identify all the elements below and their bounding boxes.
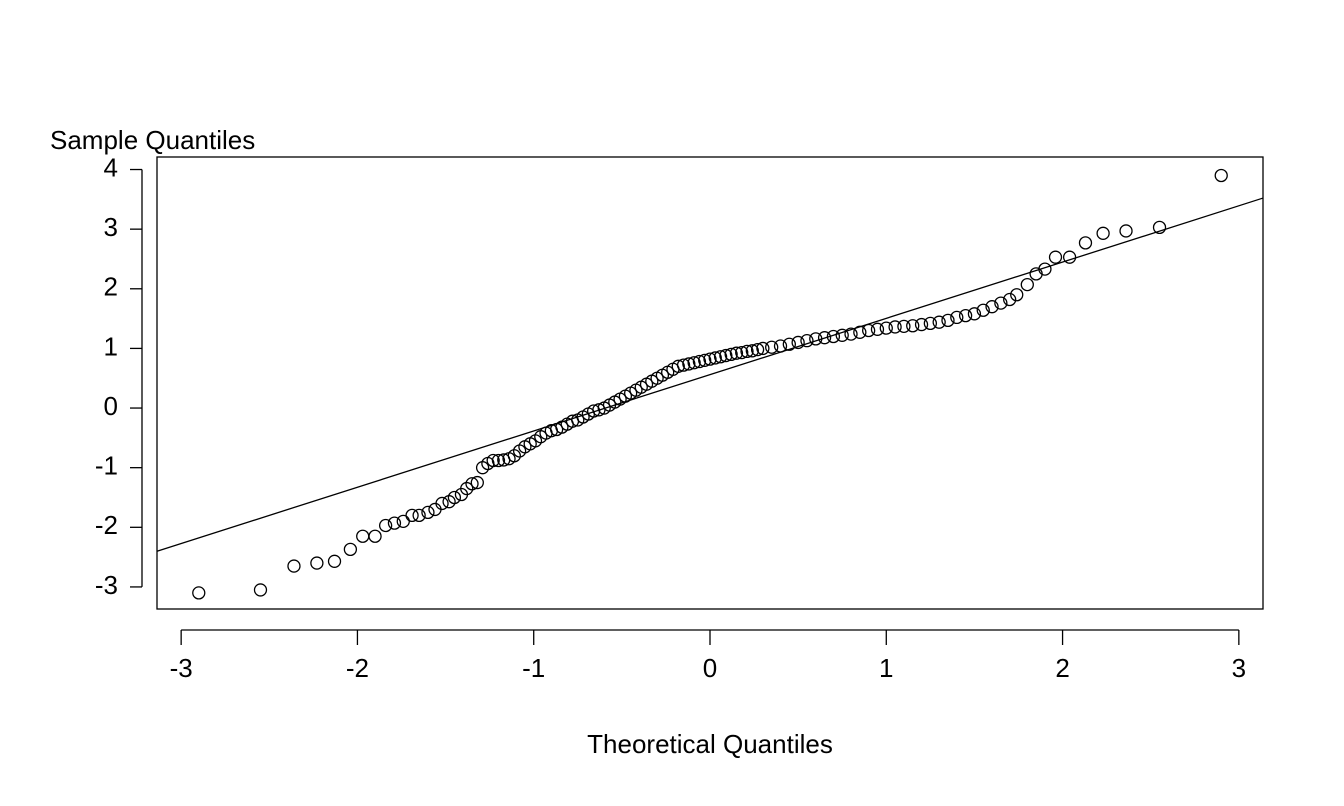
point — [932, 315, 946, 329]
point — [343, 542, 358, 557]
point — [782, 337, 796, 351]
point — [421, 505, 435, 520]
point — [378, 518, 393, 533]
point — [1214, 168, 1228, 183]
point — [941, 313, 955, 328]
point — [879, 321, 893, 335]
point — [1048, 250, 1063, 264]
x-tick-label: 1 — [879, 653, 893, 683]
point — [1152, 220, 1167, 235]
point — [447, 490, 462, 505]
x-axis-title: Theoretical Quantiles — [587, 729, 833, 759]
y-tick-label: 3 — [104, 212, 118, 242]
point — [826, 329, 841, 344]
point — [994, 296, 1008, 310]
x-tick-label: 2 — [1055, 653, 1069, 683]
point — [1003, 292, 1017, 307]
point — [853, 325, 867, 339]
point — [698, 353, 712, 367]
point — [897, 319, 911, 334]
point — [435, 496, 449, 511]
point — [844, 327, 858, 341]
point — [192, 586, 206, 600]
point — [906, 319, 920, 333]
point — [923, 316, 938, 331]
point — [671, 359, 685, 373]
y-tick-label: 0 — [104, 391, 118, 421]
point — [888, 320, 902, 334]
point — [491, 453, 506, 468]
point — [719, 348, 733, 363]
x-tick-label: -2 — [346, 653, 369, 683]
point — [327, 554, 342, 568]
point — [773, 339, 788, 353]
point — [287, 559, 301, 573]
x-tick-label: 0 — [703, 653, 717, 683]
plot-frame — [156, 156, 1264, 610]
point — [800, 334, 814, 348]
point — [835, 328, 849, 342]
point — [817, 331, 832, 345]
point — [713, 350, 728, 364]
point — [682, 357, 696, 371]
point — [985, 300, 999, 314]
point — [740, 344, 754, 359]
point — [1062, 250, 1077, 264]
point — [809, 332, 823, 346]
point — [950, 310, 964, 325]
y-tick-label: -1 — [95, 451, 118, 481]
x-tick-label: -3 — [170, 653, 193, 683]
point — [687, 356, 701, 370]
point — [1096, 226, 1110, 240]
point — [729, 346, 744, 360]
x-tick-label: -1 — [522, 653, 545, 683]
point — [1078, 236, 1093, 250]
y-tick-label: -2 — [95, 510, 118, 540]
point — [967, 307, 982, 321]
point — [976, 303, 990, 317]
point — [735, 345, 749, 360]
point — [958, 308, 973, 323]
x-tick-label: 3 — [1232, 653, 1246, 683]
point — [756, 341, 770, 356]
y-tick-label: 4 — [104, 152, 118, 182]
point — [1038, 262, 1052, 276]
point — [862, 323, 876, 338]
point — [750, 342, 765, 357]
point — [692, 354, 707, 369]
point — [676, 358, 691, 372]
point — [703, 352, 717, 366]
point — [765, 340, 779, 354]
point — [310, 556, 324, 570]
point — [708, 351, 722, 365]
point — [405, 508, 419, 523]
point — [470, 475, 484, 490]
point — [1119, 224, 1133, 238]
point — [368, 529, 382, 543]
y-tick-label: -3 — [95, 570, 118, 600]
point — [914, 317, 929, 332]
point — [745, 344, 759, 358]
point — [486, 453, 500, 468]
point — [1020, 277, 1034, 292]
point — [870, 322, 885, 336]
y-tick-label: 1 — [104, 331, 118, 361]
point — [791, 335, 805, 350]
point — [253, 583, 268, 597]
reference-line — [156, 197, 1264, 552]
point — [412, 508, 426, 523]
y-axis-title: Sample Quantiles — [50, 125, 255, 155]
point — [1010, 288, 1024, 302]
y-tick-label: 2 — [104, 272, 118, 302]
point — [387, 516, 402, 530]
point — [465, 477, 479, 491]
point — [724, 347, 738, 362]
